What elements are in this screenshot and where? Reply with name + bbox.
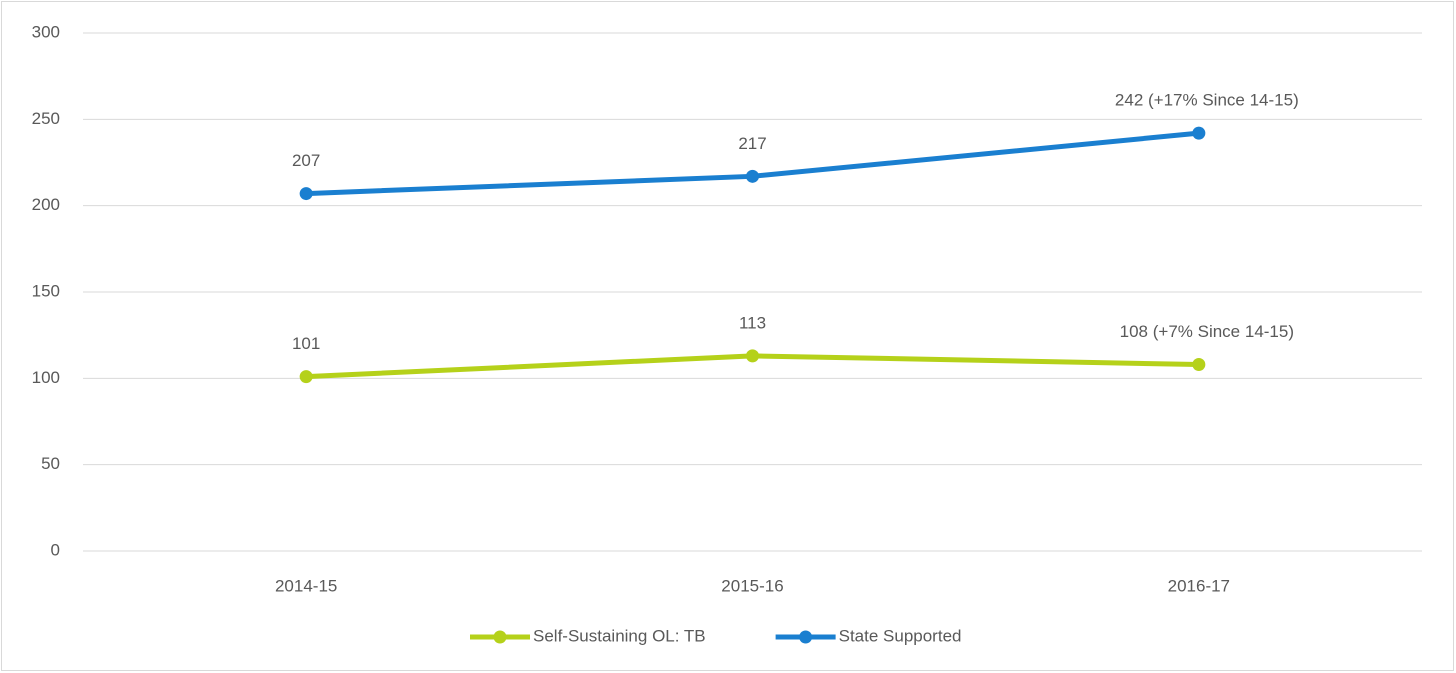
data-label: 113 <box>739 313 766 332</box>
point <box>746 349 759 363</box>
point <box>299 370 313 384</box>
legend-label: Self-Sustaining OL: TB <box>533 626 706 645</box>
data-label: 108 (+7% Since 14-15) <box>1120 322 1294 341</box>
y-tick-label: 300 <box>32 22 60 41</box>
data-label: 217 <box>738 134 766 153</box>
x-tick-label: 2016-17 <box>1168 576 1230 595</box>
y-tick-label: 250 <box>32 109 60 128</box>
x-tick-label: 2015-16 <box>721 576 783 595</box>
point <box>1192 126 1206 140</box>
data-label: 101 <box>292 334 320 353</box>
point <box>299 187 313 201</box>
point <box>1192 358 1206 372</box>
data-label: 207 <box>292 151 320 170</box>
y-tick-label: 50 <box>41 454 60 473</box>
data-label: 242 (+17% Since 14-15) <box>1115 91 1299 110</box>
x-tick-label: 2014-15 <box>275 576 337 595</box>
legend-marker <box>493 630 507 644</box>
y-tick-label: 200 <box>32 195 60 214</box>
point <box>746 169 759 183</box>
y-tick-label: 150 <box>32 281 60 300</box>
legend-marker <box>799 630 813 644</box>
y-tick-label: 100 <box>32 368 60 387</box>
legend-label: State Supported <box>839 626 962 645</box>
y-tick-label: 0 <box>51 540 60 559</box>
